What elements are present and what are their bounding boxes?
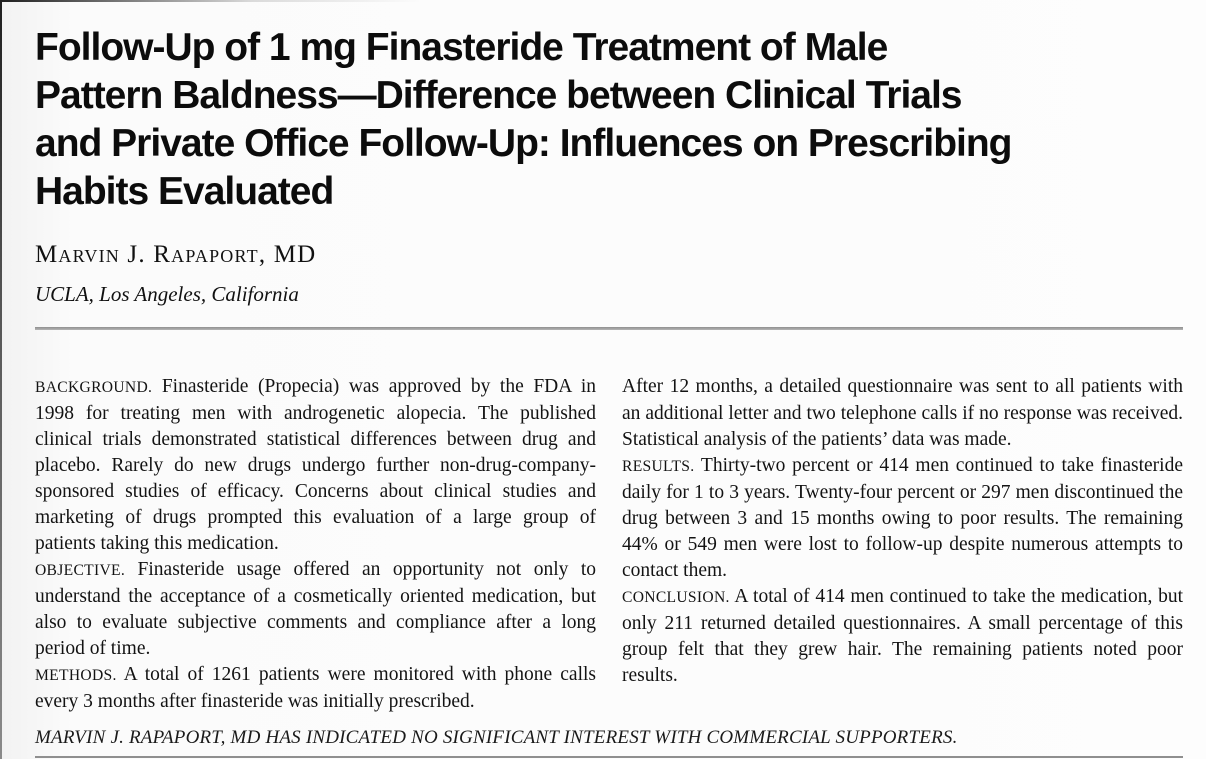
section-text-conclusion: A total of 414 men continued to take the… [622, 586, 1183, 686]
disclosure-statement: MARVIN J. RAPAPORT, MD HAS INDICATED NO … [35, 727, 958, 748]
scan-edge-left [0, 0, 2, 759]
section-text-objective: Finasteride usage offered an opportunity… [35, 559, 597, 659]
bottom-divider [35, 756, 1183, 758]
paper-header: Follow-Up of 1 mg Finasteride Treatment … [35, 24, 1183, 307]
section-label-methods: METHODS. [35, 667, 117, 684]
title-line: Habits Evaluated [35, 170, 334, 213]
abstract-paragraph-conclusion: CONCLUSION. A total of 414 men continued… [622, 584, 1183, 689]
abstract-right-column: After 12 months, a detailed questionnair… [622, 374, 1183, 715]
section-label-objective: OBJECTIVE. [35, 562, 126, 579]
section-text-background: Finasteride (Propecia) was approved by t… [35, 376, 596, 554]
author-affiliation: UCLA, Los Angeles, California [35, 282, 299, 306]
abstract-left-column: BACKGROUND. Finasteride (Propecia) was a… [35, 374, 596, 715]
disclosure-footer: MARVIN J. RAPAPORT, MD HAS INDICATED NO … [35, 727, 1183, 759]
abstract-paragraph-background: BACKGROUND. Finasteride (Propecia) was a… [35, 374, 596, 557]
abstract-paragraph-objective: OBJECTIVE. Finasteride usage offered an … [35, 557, 596, 662]
section-text-methods: A total of 1261 patients were monitored … [35, 664, 596, 712]
abstract-paragraph-methods: METHODS. A total of 1261 patients were m… [35, 662, 596, 715]
abstract-paragraph-results: RESULTS. Thirty-two percent or 414 men c… [622, 453, 1183, 584]
abstract-paragraph-methods-continued: After 12 months, a detailed questionnair… [622, 374, 1183, 453]
section-label-background: BACKGROUND. [35, 379, 153, 396]
section-text-methods-continued: After 12 months, a detailed questionnair… [622, 376, 1183, 450]
author-name: Marvin J. Rapaport, MD [35, 241, 317, 268]
title-line: Follow-Up of 1 mg Finasteride Treatment … [35, 26, 888, 69]
scan-edge-top [0, 0, 420, 2]
section-label-conclusion: CONCLUSION. [622, 589, 730, 606]
section-label-results: RESULTS. [622, 458, 695, 475]
section-text-results: Thirty-two percent or 414 men continued … [622, 455, 1184, 581]
paper-title: Follow-Up of 1 mg Finasteride Treatment … [35, 24, 1183, 216]
header-divider [35, 327, 1183, 330]
abstract-section: BACKGROUND. Finasteride (Propecia) was a… [35, 374, 1183, 715]
title-line: Pattern Baldness—Difference between Clin… [35, 74, 963, 117]
title-line: and Private Office Follow-Up: Influences… [35, 122, 1013, 165]
